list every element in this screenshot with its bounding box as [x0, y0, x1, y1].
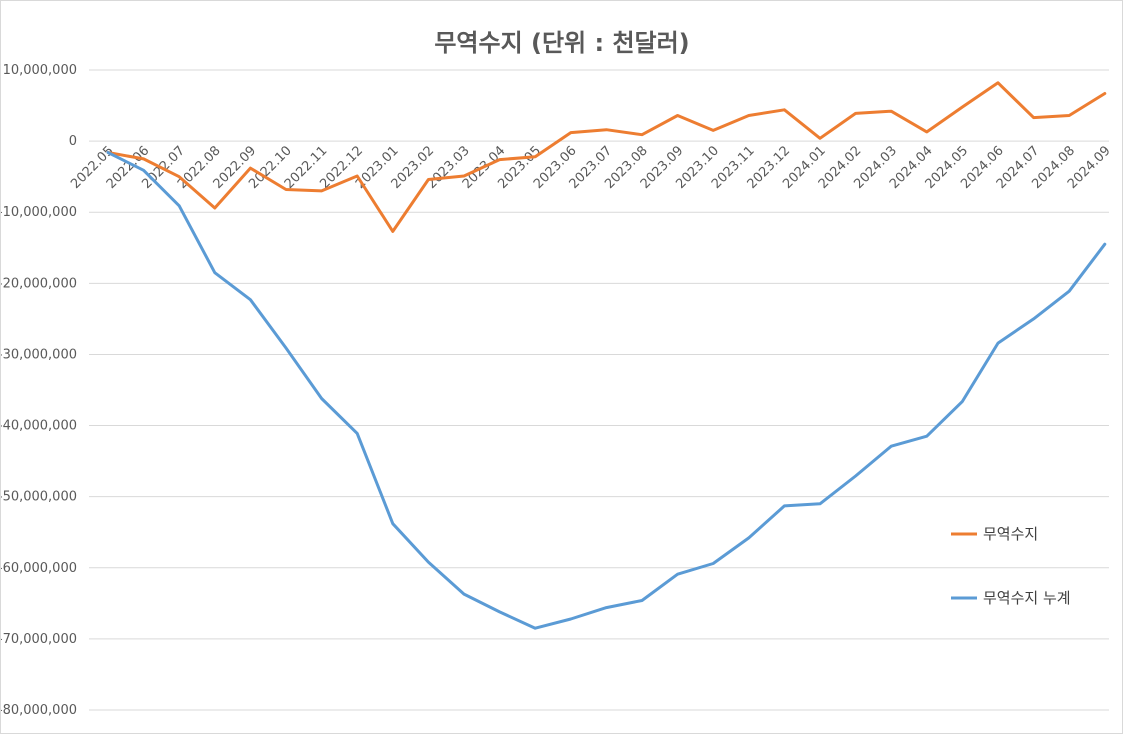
y-tick-label: -80,000,000 [1, 703, 77, 718]
legend-label: 무역수지 누계 [983, 589, 1071, 607]
series-layer [106, 81, 1107, 630]
y-axis-ticks: 10,000,000 0 -10,000,000 -20,000,000 -30,000… [1, 63, 77, 718]
y-tick-label: -40,000,000 [1, 419, 77, 434]
y-tick-label: -30,000,000 [1, 347, 77, 362]
y-tick-label: -60,000,000 [1, 561, 77, 576]
chart-title: 무역수지 (단위 : 천달러) [434, 29, 689, 57]
y-tick-label: 10,000,000 [3, 63, 77, 78]
y-tick-label: -50,000,000 [1, 490, 77, 505]
series-line-1 [106, 81, 1107, 233]
y-tick-label: -20,000,000 [1, 276, 77, 291]
y-tick-label: -10,000,000 [1, 205, 77, 220]
legend-label: 무역수지 [983, 525, 1038, 543]
y-tick-label: -70,000,000 [1, 632, 77, 647]
series-line-2 [106, 151, 1107, 630]
grid-layer [89, 69, 1109, 711]
y-tick-label: 0 [69, 134, 77, 149]
x-axis-ticks: 2022.052022.062022.072022.082022.092022.… [68, 143, 1113, 192]
